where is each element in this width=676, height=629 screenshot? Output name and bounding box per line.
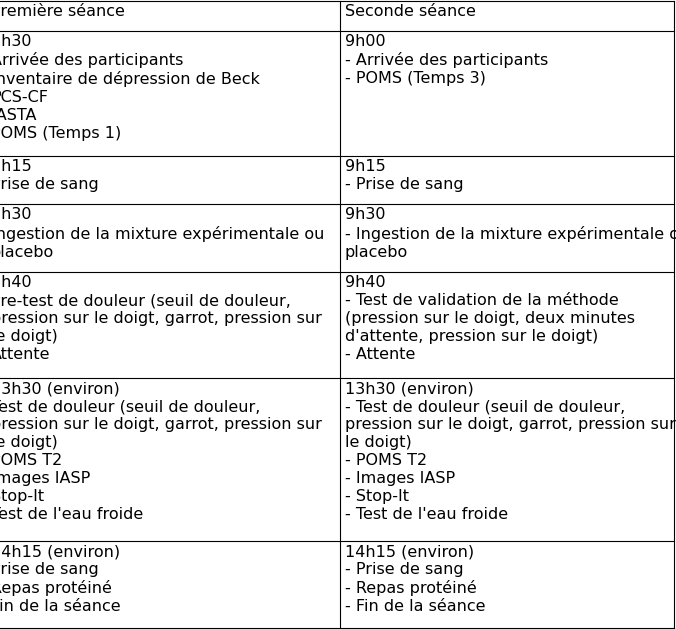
Text: 13h30 (environ)
Test de douleur (seuil de douleur,
pression sur le doigt, garrot: 13h30 (environ) Test de douleur (seuil d… — [0, 381, 322, 522]
Text: 9h15
Prise de sang: 9h15 Prise de sang — [0, 159, 99, 192]
Text: 9h30
Ingestion de la mixture expérimentale ou
placebo: 9h30 Ingestion de la mixture expérimenta… — [0, 208, 324, 260]
Text: 9h30
- Ingestion de la mixture expérimentale ou
placebo: 9h30 - Ingestion de la mixture expérimen… — [345, 208, 676, 260]
Text: Seconde séance: Seconde séance — [345, 4, 476, 19]
Text: 14h15 (environ)
- Prise de sang
- Repas protéiné
- Fin de la séance: 14h15 (environ) - Prise de sang - Repas … — [345, 544, 485, 615]
Text: 9h40
Pre-test de douleur (seuil de douleur,
pression sur le doigt, garrot, press: 9h40 Pre-test de douleur (seuil de doule… — [0, 276, 322, 362]
Text: 14h15 (environ)
Prise de sang
Repas protéiné
Fin de la séance: 14h15 (environ) Prise de sang Repas prot… — [0, 544, 120, 615]
Text: 9h15
- Prise de sang: 9h15 - Prise de sang — [345, 159, 464, 192]
Text: 9h40
- Test de validation de la méthode
(pression sur le doigt, deux minutes
d'a: 9h40 - Test de validation de la méthode … — [345, 276, 635, 362]
Text: 13h30 (environ)
- Test de douleur (seuil de douleur,
pression sur le doigt, garr: 13h30 (environ) - Test de douleur (seuil… — [345, 381, 676, 522]
Text: Première séance: Première séance — [0, 4, 125, 19]
Text: 9h30
Arrivée des participants
Inventaire de dépression de Beck
PCS-CF
IASTA
POMS: 9h30 Arrivée des participants Inventaire… — [0, 34, 260, 142]
Text: 9h00
- Arrivée des participants
- POMS (Temps 3): 9h00 - Arrivée des participants - POMS (… — [345, 34, 548, 86]
